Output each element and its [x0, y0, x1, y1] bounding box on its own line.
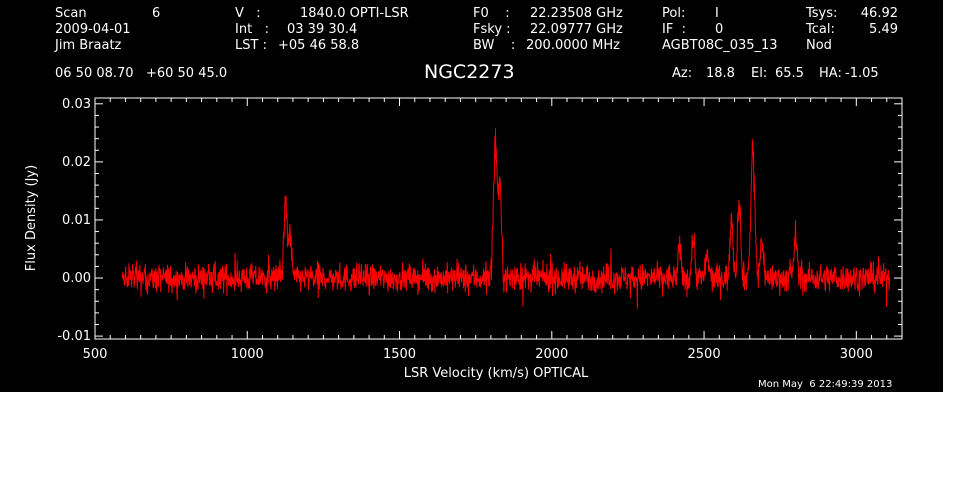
x-tick-label: 1000 [231, 347, 264, 362]
x-tick-label: 2500 [688, 347, 721, 362]
el-value: 65.5 [775, 66, 804, 81]
spectrum-panel: Scan 6 2009-04-01 Jim Braatz V : 1840.0 … [0, 0, 943, 392]
spectrum-trace [121, 128, 891, 309]
ha-value: -1.05 [845, 66, 879, 81]
y-axis-label: Flux Density (Jy) [24, 165, 39, 271]
pol-label: Pol: [662, 6, 686, 21]
y-tick-label: 0.03 [62, 97, 91, 112]
lst-label: LST : [235, 38, 267, 53]
timestamp: Mon May 6 22:49:39 2013 [758, 379, 893, 390]
x-tick-label: 2000 [535, 347, 568, 362]
f0-value: 22.23508 GHz [530, 6, 623, 21]
trace-layer [121, 128, 891, 309]
y-tick-label: 0.02 [62, 155, 91, 170]
axes-layer: 500 1000 1500 2000 2500 3000 -0.01 0.00 0.01 0.02… [57, 97, 903, 362]
az-label: Az: [672, 66, 693, 81]
source-name: NGC2273 [424, 61, 515, 83]
tcal-label: Tcal: [806, 22, 835, 37]
scan-value: 6 [152, 6, 161, 21]
fsky-label: Fsky : [473, 22, 511, 37]
project-id: AGBT08C_035_13 [662, 38, 778, 53]
scan-label: Scan [55, 6, 87, 21]
flux-spectrum-chart: 500 1000 1500 2000 2500 3000 -0.01 0.00 0.01 0.02… [24, 97, 903, 381]
x-tick-label: 3000 [840, 347, 873, 362]
tsys-label: Tsys: [806, 6, 838, 21]
int-label: Int : [235, 22, 269, 37]
velocity-label: V : [235, 6, 261, 21]
pol-value: I [715, 6, 719, 21]
tcal-value: 5.49 [869, 22, 898, 37]
observer: Jim Braatz [55, 38, 122, 53]
if-label: IF : [662, 22, 686, 37]
y-tick-label: 0.00 [62, 271, 91, 286]
plot-frame [94, 97, 903, 340]
velocity-value: 1840.0 OPTI-LSR [300, 6, 409, 21]
az-value: 18.8 [706, 66, 735, 81]
source-coordinates: 06 50 08.70 +60 50 45.0 [55, 66, 228, 81]
el-label: El: [751, 66, 768, 81]
ha-label: HA: [819, 66, 842, 81]
tsys-value: 46.92 [860, 6, 898, 21]
obs-mode: Nod [806, 38, 832, 53]
bw-value: 200.0000 MHz [526, 38, 620, 53]
int-value: 03 39 30.4 [287, 22, 358, 37]
if-value: 0 [715, 22, 724, 37]
lst-value: +05 46 58.8 [278, 38, 360, 53]
obs-date: 2009-04-01 [55, 22, 131, 37]
x-tick-label: 1500 [383, 347, 416, 362]
y-tick-label: -0.01 [57, 329, 91, 344]
f0-label: F0 : [473, 6, 510, 21]
x-axis-label: LSR Velocity (km/s) OPTICAL [404, 366, 589, 381]
x-tick-label: 500 [83, 347, 108, 362]
bw-label: BW : [473, 38, 516, 53]
y-tick-label: 0.01 [62, 213, 91, 228]
fsky-value: 22.09777 GHz [530, 22, 623, 37]
